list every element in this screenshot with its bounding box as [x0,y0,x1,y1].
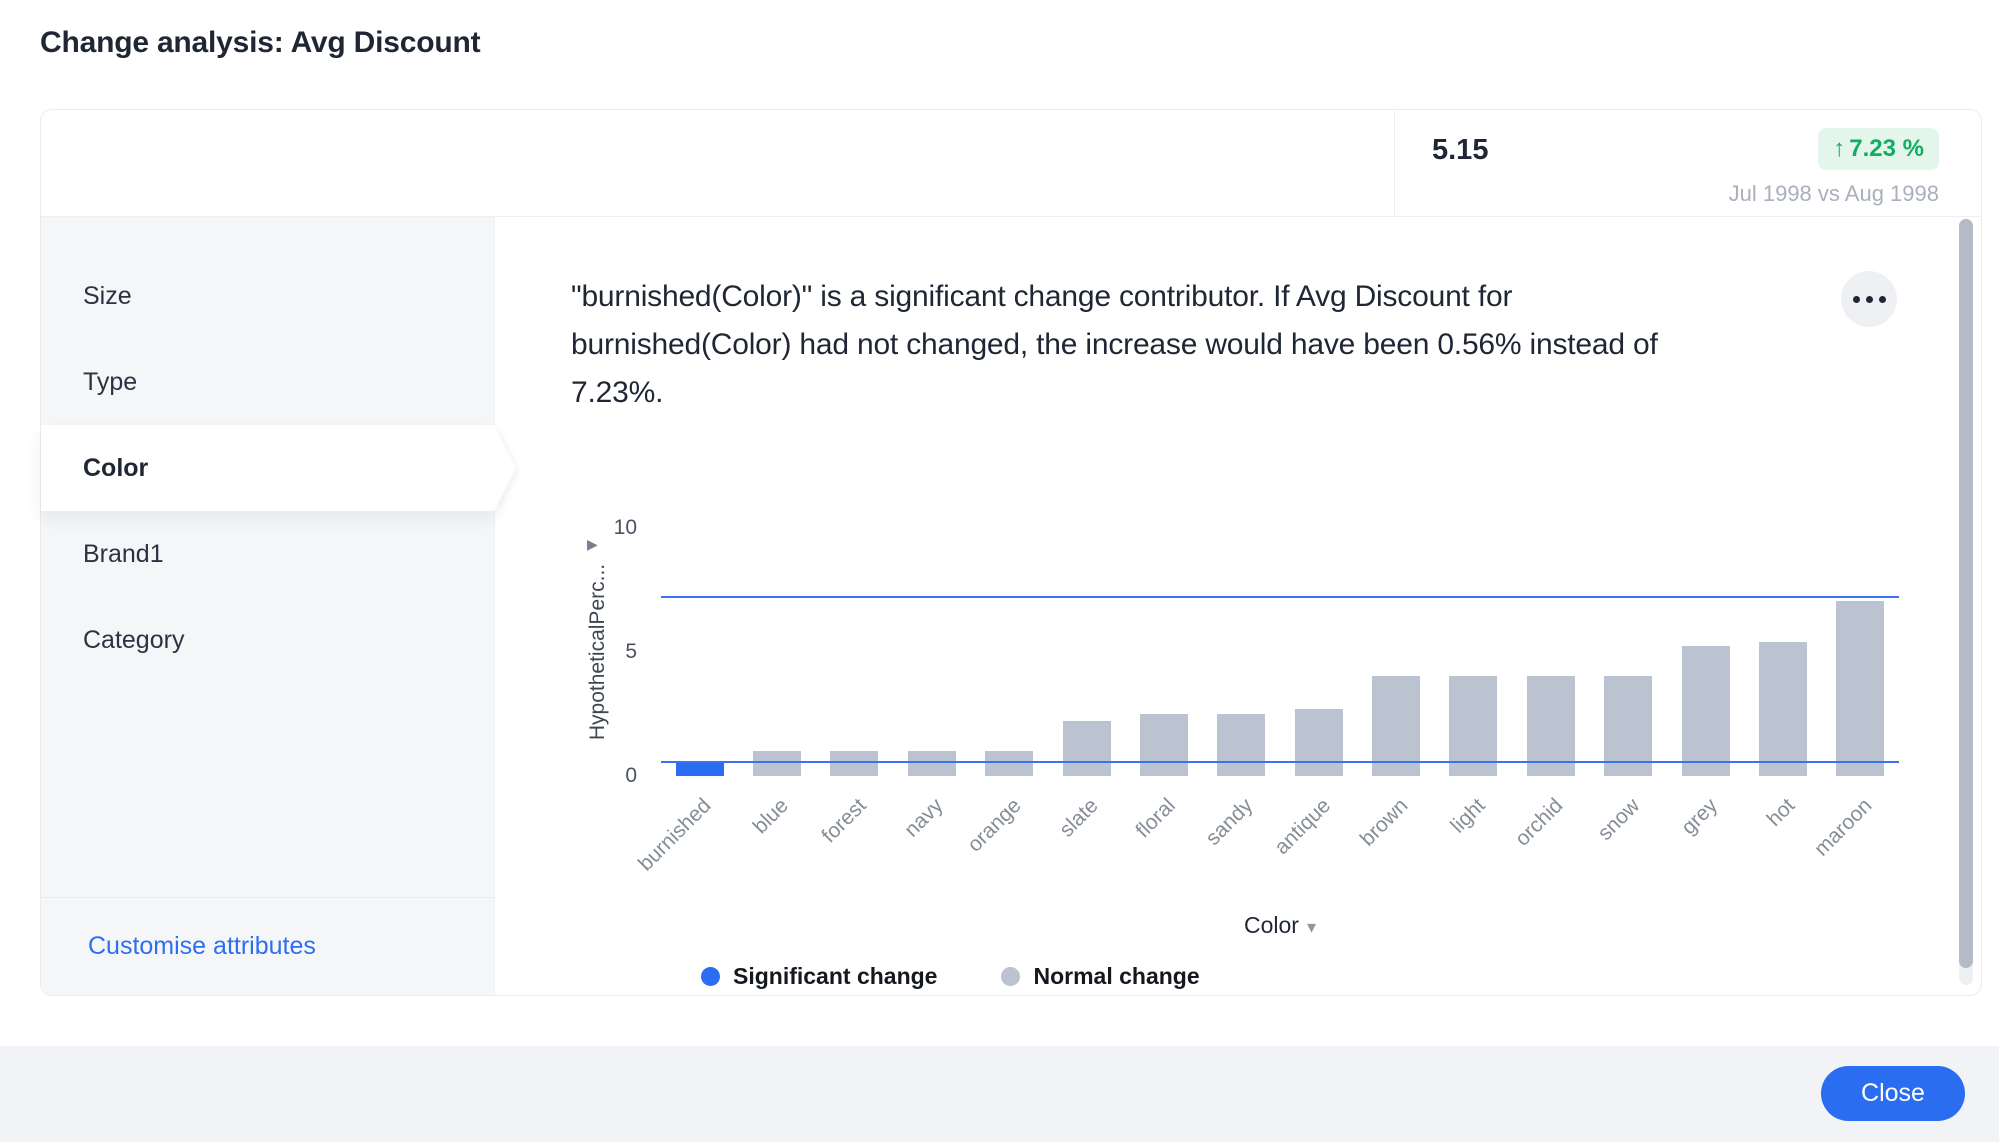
summary-header-spacer [41,110,1394,216]
insight-text: "burnished(Color)" is a significant chan… [571,280,1658,409]
x-label-slate: slate [1055,794,1103,842]
sidebar-item-brand1[interactable]: Brand1 [83,539,164,568]
x-label-sandy: sandy [1201,794,1258,850]
legend-dot-icon [701,967,720,986]
bar-light[interactable] [1449,675,1498,776]
x-label-antique: antique [1269,794,1335,859]
bar-slot-orange [971,528,1048,776]
chevron-down-icon: ▾ [1306,917,1316,937]
bar-slot-snow [1590,528,1667,776]
bar-navy[interactable] [907,751,956,776]
x-label-light: light [1446,794,1490,838]
legend-label: Normal change [1033,963,1200,989]
close-button[interactable]: Close [1821,1066,1965,1121]
scrollbar-thumb[interactable] [1959,219,1973,968]
bar-slot-navy [893,528,970,776]
sidebar-item-color[interactable]: Color [41,425,494,511]
bar-orange[interactable] [985,751,1034,776]
bar-floral[interactable] [1139,714,1188,776]
page-title: Change analysis: Avg Discount [40,26,481,59]
x-label-snow: snow [1593,794,1645,845]
x-label-brown: brown [1355,794,1413,851]
x-label-blue: blue [748,794,794,839]
bar-sandy[interactable] [1217,714,1266,776]
bar-antique[interactable] [1294,709,1343,776]
summary-header: 5.15 ↑ 7.23 % Jul 1998 vs Aug 1998 [41,110,1981,217]
up-arrow-icon: ↑ [1833,135,1846,162]
x-label-grey: grey [1676,794,1722,840]
bar-slot-blue [738,528,815,776]
bar-slot-floral [1125,528,1202,776]
legend-dot-icon [1001,967,1021,986]
bar-slot-light [1435,528,1512,776]
metric-value: 5.15 [1432,134,1489,166]
bar-slot-sandy [1203,528,1280,776]
x-label-hot: hot [1762,794,1800,831]
sidebar-item-category[interactable]: Category [83,625,185,654]
attribute-sidebar: Size Type Color Brand1 Category Customise at… [41,217,495,995]
y-tick-label: 0 [625,764,637,787]
y-tick-label: 5 [625,640,637,663]
reference-line [661,761,1899,764]
contribution-chart: ▶ HypotheticalPerc... 0 5 10 [495,516,1899,787]
x-label-navy: navy [900,794,949,842]
axis-expand-icon[interactable]: ▶ [587,536,598,552]
x-axis-dropdown[interactable]: Color ▾ [661,912,1899,939]
y-axis: ▶ HypotheticalPerc... 0 5 10 [495,516,661,787]
more-options-icon [1865,295,1873,303]
bar-series [661,528,1899,776]
chart-legend: Significant change Normal change [701,963,1981,990]
x-label-burnished: burnished [634,794,716,876]
legend-item[interactable]: Significant change [701,963,937,990]
bar-grey[interactable] [1681,645,1730,776]
y-axis-label: HypotheticalPerc... [586,563,609,741]
bar-maroon[interactable] [1836,601,1885,776]
bar-hot[interactable] [1758,642,1807,776]
sidebar-item-type[interactable]: Type [83,367,138,396]
legend-label: Significant change [733,963,938,989]
bar-orchid[interactable] [1526,675,1575,776]
change-badge: ↑ 7.23 % [1818,128,1939,170]
bar-snow[interactable] [1604,675,1653,776]
bar-slot-forest [816,528,893,776]
attribute-list: Size Type Color Brand1 Category [41,217,494,897]
reference-line [661,595,1899,598]
change-analysis-card: 5.15 ↑ 7.23 % Jul 1998 vs Aug 1998 Size Ty… [40,109,1982,996]
more-options-icon [1878,295,1886,303]
bar-slot-hot [1744,528,1821,776]
bar-slot-slate [1048,528,1125,776]
bar-blue[interactable] [753,751,802,776]
x-axis-title: Color [1243,912,1299,938]
bar-slot-orchid [1512,528,1589,776]
x-label-orange: orange [962,794,1026,857]
more-options-icon [1852,295,1860,303]
bar-slot-brown [1357,528,1434,776]
sidebar-footer: Customise attributes [41,897,494,995]
bar-slot-grey [1667,528,1744,776]
bar-slot-burnished [661,528,738,776]
comparison-period: Jul 1998 vs Aug 1998 [1728,181,1939,206]
x-label-forest: forest [817,794,871,848]
y-tick-label: 10 [613,516,637,539]
legend-item[interactable]: Normal change [1001,963,1200,990]
bar-brown[interactable] [1372,675,1421,776]
x-axis-labels: burnished blue forest navy orange slate floral… [634,782,1899,886]
customise-attributes-link[interactable]: Customise attributes [88,932,316,960]
more-options-button[interactable] [1841,271,1897,327]
bar-slot-maroon [1822,528,1899,776]
insight-panel: "burnished(Color)" is a significant chan… [495,217,1981,995]
sidebar-item-size[interactable]: Size [83,281,132,310]
change-badge-value: 7.23 % [1849,135,1924,162]
x-label-orchid: orchid [1510,794,1568,851]
x-label-floral: floral [1131,794,1181,843]
modal-footer: Close [0,1046,1999,1142]
metric-summary: 5.15 ↑ 7.23 % Jul 1998 vs Aug 1998 [1394,110,1981,216]
x-label-maroon: maroon [1809,794,1877,861]
bar-burnished[interactable] [675,762,724,776]
bar-slate[interactable] [1062,721,1111,776]
plot-area [661,528,1899,776]
bar-slot-antique [1280,528,1357,776]
bar-forest[interactable] [830,751,879,776]
